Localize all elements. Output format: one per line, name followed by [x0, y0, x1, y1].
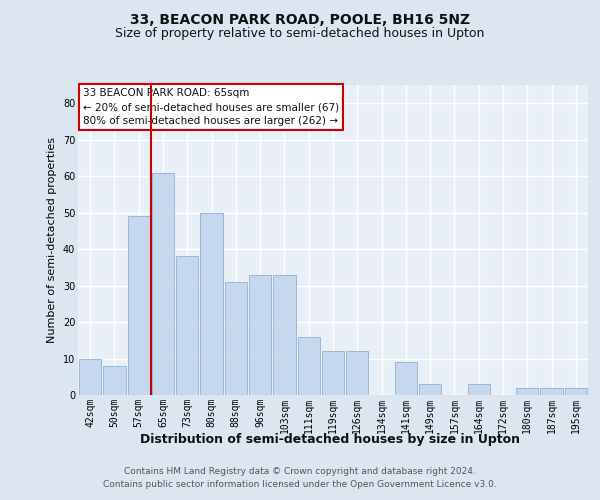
Bar	[419, 384, 442, 395]
Bar	[152, 172, 174, 395]
Bar	[224, 282, 247, 395]
Bar	[249, 274, 271, 395]
Bar	[395, 362, 417, 395]
Bar	[79, 358, 101, 395]
Bar	[541, 388, 563, 395]
Bar	[322, 351, 344, 395]
Bar	[273, 274, 296, 395]
Bar	[467, 384, 490, 395]
Text: Contains public sector information licensed under the Open Government Licence v3: Contains public sector information licen…	[103, 480, 497, 489]
Bar	[128, 216, 150, 395]
Bar	[516, 388, 538, 395]
Text: Size of property relative to semi-detached houses in Upton: Size of property relative to semi-detach…	[115, 28, 485, 40]
Bar	[103, 366, 125, 395]
Text: Contains HM Land Registry data © Crown copyright and database right 2024.: Contains HM Land Registry data © Crown c…	[124, 468, 476, 476]
Text: 33, BEACON PARK ROAD, POOLE, BH16 5NZ: 33, BEACON PARK ROAD, POOLE, BH16 5NZ	[130, 12, 470, 26]
Y-axis label: Number of semi-detached properties: Number of semi-detached properties	[47, 137, 57, 343]
Bar	[565, 388, 587, 395]
Text: Distribution of semi-detached houses by size in Upton: Distribution of semi-detached houses by …	[140, 432, 520, 446]
Bar	[200, 212, 223, 395]
Bar	[176, 256, 199, 395]
Bar	[346, 351, 368, 395]
Bar	[298, 336, 320, 395]
Text: 33 BEACON PARK ROAD: 65sqm
← 20% of semi-detached houses are smaller (67)
80% of: 33 BEACON PARK ROAD: 65sqm ← 20% of semi…	[83, 88, 339, 126]
